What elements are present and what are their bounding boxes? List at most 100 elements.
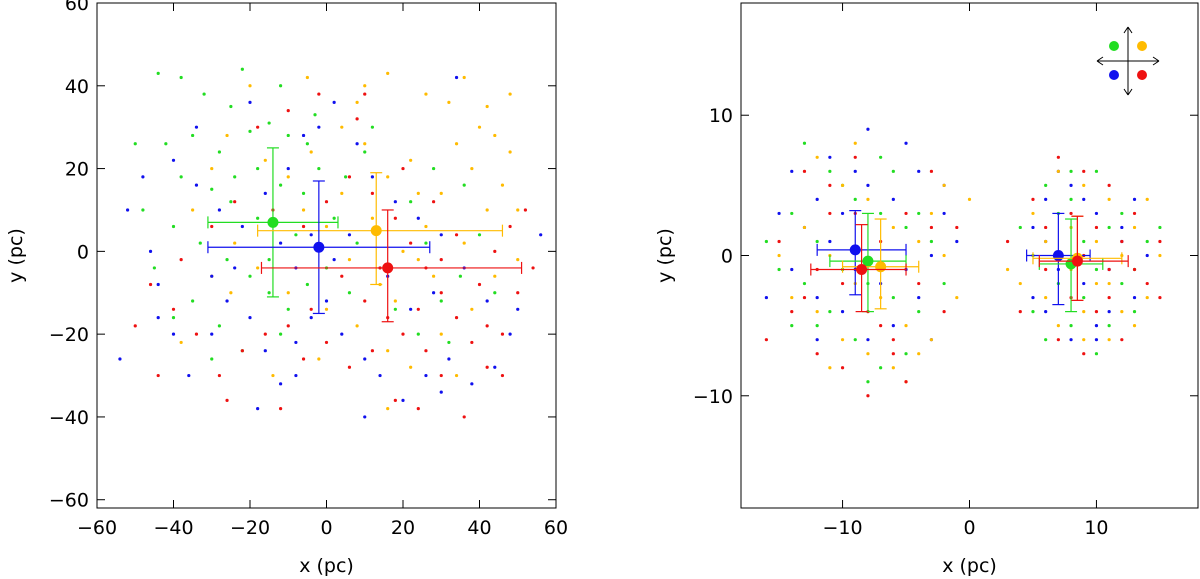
right-point-blue <box>1094 211 1099 216</box>
left-y-tick-label: −20 <box>49 324 89 346</box>
right-point-orange <box>1056 169 1060 173</box>
left-point-red <box>485 324 489 328</box>
right-point-orange <box>866 197 870 201</box>
right-point-green <box>1069 169 1073 173</box>
right-point-red <box>1056 155 1060 159</box>
right-point-blue <box>1069 338 1073 342</box>
left-point-red <box>148 282 153 287</box>
right-point-blue <box>764 295 768 300</box>
right-point-red <box>853 155 857 159</box>
left-point-blue <box>363 357 367 361</box>
right-point-blue <box>815 338 819 342</box>
left-point-blue <box>432 291 436 295</box>
right-point-orange <box>777 253 781 258</box>
right-point-blue <box>942 211 946 216</box>
right-x-tick-label: −10 <box>823 517 863 539</box>
right-point-green <box>1145 239 1149 244</box>
right-point-orange <box>1107 338 1111 342</box>
right-point-blue <box>955 239 959 244</box>
left-point-red <box>401 332 405 336</box>
left-point-red <box>240 349 244 353</box>
left-point-green <box>141 208 145 212</box>
right-point-red <box>840 366 845 370</box>
legend-arrowhead-right <box>1152 56 1160 66</box>
left-point-green <box>267 258 271 262</box>
right-point-red <box>955 225 959 230</box>
left-point-orange <box>462 75 466 80</box>
left-point-red <box>324 200 329 204</box>
right-point-orange <box>790 295 794 300</box>
right-point-red <box>1158 295 1162 300</box>
right-point-green <box>828 169 832 173</box>
left-point-green <box>267 291 271 295</box>
left-point-green <box>279 84 283 88</box>
right-point-green <box>777 267 781 272</box>
left-point-blue <box>539 233 543 237</box>
right-point-orange <box>866 352 870 356</box>
left-point-blue <box>347 233 352 237</box>
right-point-orange <box>929 211 934 216</box>
left-point-orange <box>256 266 260 270</box>
right-point-red <box>1145 281 1149 286</box>
left-point-blue <box>248 100 252 104</box>
left-point-green <box>305 282 309 287</box>
left-point-orange <box>416 191 420 196</box>
right-point-green <box>904 225 908 230</box>
left-point-green <box>202 92 206 96</box>
right-point-red <box>891 338 895 342</box>
right-ticks-layer: −10 0 10 −10 0 10 <box>693 3 1198 539</box>
right-point-red <box>1056 338 1060 342</box>
left-point-orange <box>470 307 474 311</box>
left-point-red <box>171 307 176 311</box>
right-point-orange <box>1082 338 1086 342</box>
left-point-orange <box>424 92 428 96</box>
left-point-blue <box>424 373 428 378</box>
right-point-green <box>790 324 794 328</box>
right-point-orange <box>1056 324 1060 328</box>
right-point-green <box>879 366 883 370</box>
left-point-red <box>194 332 199 336</box>
right-x-tick-label: 0 <box>963 517 975 539</box>
left-point-green <box>256 166 260 171</box>
left-point-green <box>294 233 298 237</box>
left-point-blue <box>194 125 199 129</box>
right-y-tick-label: 10 <box>709 105 733 127</box>
right-point-blue <box>1082 281 1086 286</box>
left-point-green <box>152 266 156 270</box>
right-point-red <box>777 239 781 244</box>
left-point-blue <box>156 282 160 287</box>
left-point-blue <box>171 158 176 162</box>
right-point-blue <box>1044 310 1048 314</box>
left-point-green <box>458 274 462 278</box>
right-point-green <box>1069 324 1073 328</box>
right-point-red <box>1107 183 1111 187</box>
right-point-blue <box>1031 295 1035 300</box>
right-point-orange <box>1145 197 1149 201</box>
left-point-orange <box>439 332 443 336</box>
left-point-blue <box>309 233 313 237</box>
right-mean-orange <box>875 261 887 273</box>
right-point-red <box>1094 225 1099 230</box>
right-point-red <box>1158 239 1162 244</box>
right-point-green <box>917 211 921 216</box>
right-point-green <box>1132 310 1137 314</box>
left-point-orange <box>439 191 443 196</box>
left-point-blue <box>141 175 145 179</box>
left-point-red <box>401 166 405 171</box>
left-point-orange <box>317 357 321 361</box>
left-point-blue <box>332 100 336 104</box>
left-point-red <box>393 398 397 402</box>
right-point-red <box>802 169 807 173</box>
right-point-green <box>917 310 921 314</box>
right-point-orange <box>1145 295 1149 300</box>
right-point-red <box>802 295 807 300</box>
right-point-orange <box>891 225 895 230</box>
legend-dot-blue <box>1109 70 1119 80</box>
left-point-blue <box>454 75 459 80</box>
right-point-red <box>1107 267 1111 272</box>
left-point-blue <box>256 407 260 411</box>
right-point-green <box>1082 295 1086 300</box>
right-plot-frame <box>740 2 1199 509</box>
left-point-green <box>305 142 309 146</box>
